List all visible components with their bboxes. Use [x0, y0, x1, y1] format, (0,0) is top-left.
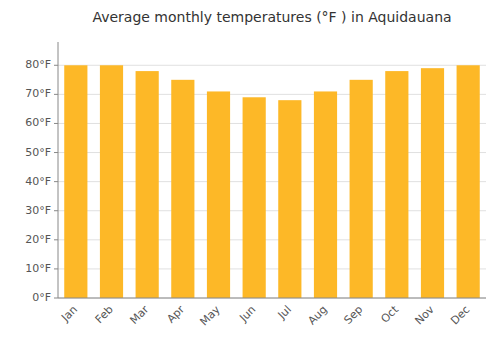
y-tick [54, 268, 58, 269]
y-tick-label: 60°F [25, 116, 51, 129]
y-tick-label: 10°F [25, 262, 51, 275]
y-tick-label: 0°F [32, 291, 51, 304]
x-tick-label: Jan [58, 303, 80, 325]
x-tick-label: Jul [275, 303, 294, 322]
y-axis: 0°F 10°F 20°F 30°F 40°F 50°F 60°F 70°F 80°F [25, 42, 58, 304]
chart-svg: 0°F 10°F 20°F 30°F 40°F 50°F 60°F 70°F 80°F Jan Fe… [0, 0, 500, 350]
y-axis-line [58, 42, 59, 298]
x-tick-label: May [197, 303, 223, 329]
bar [350, 80, 373, 298]
bar [457, 65, 480, 298]
y-tick-label: 80°F [25, 58, 51, 71]
x-tick-label: Oct [378, 303, 401, 326]
x-tick-label: Sep [342, 303, 366, 327]
y-tick-label: 30°F [25, 204, 51, 217]
bar [314, 91, 337, 298]
y-tick-label: 50°F [25, 146, 51, 159]
x-tick-label: Dec [448, 303, 472, 327]
x-axis-line [58, 298, 486, 299]
y-tick [54, 65, 58, 66]
bar [64, 65, 87, 298]
bar [278, 100, 301, 298]
y-tick [54, 94, 58, 95]
x-tick-label: Aug [305, 303, 329, 327]
bar [207, 91, 230, 298]
y-tick-label: 20°F [25, 233, 51, 246]
x-tick-label: Mar [128, 303, 152, 327]
y-tick [54, 298, 58, 299]
y-tick-label: 70°F [25, 87, 51, 100]
title: Average monthly temperatures (°F ) in Aq… [92, 9, 451, 25]
bar [171, 80, 194, 298]
y-tick-label: 40°F [25, 175, 51, 188]
x-tick-label: Jun [236, 303, 258, 325]
y-tick [54, 239, 58, 240]
bar [100, 65, 123, 298]
bar [385, 71, 408, 298]
bar [136, 71, 159, 298]
x-tick-label: Nov [412, 303, 437, 328]
x-tick-label: Feb [93, 303, 116, 326]
grid-line [58, 298, 486, 299]
x-tick-label: Apr [164, 303, 187, 326]
y-tick [54, 152, 58, 153]
x-axis: Jan Feb Mar Apr May Jun Jul Aug Sep Oct Nov Dec [58, 298, 486, 328]
bar [243, 97, 266, 298]
y-tick [54, 181, 58, 182]
bar [421, 68, 444, 298]
grid [58, 65, 486, 298]
bars [64, 65, 480, 298]
y-tick [54, 210, 58, 211]
chart-container: 0°F 10°F 20°F 30°F 40°F 50°F 60°F 70°F 80°F Jan Fe… [0, 0, 500, 350]
y-tick [54, 123, 58, 124]
